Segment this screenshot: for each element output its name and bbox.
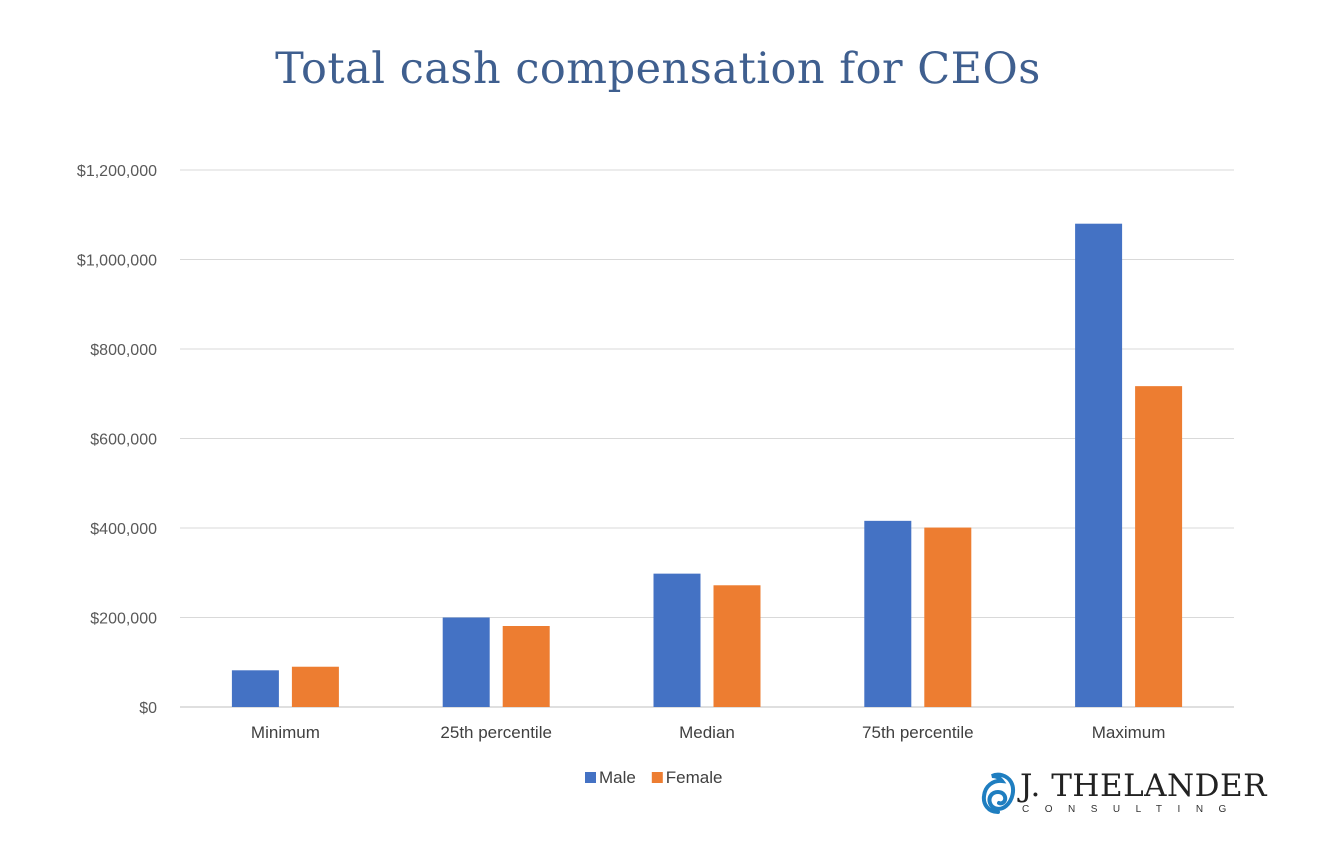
- bar-female-3: [713, 585, 761, 707]
- y-tick-label: $200,000: [90, 611, 157, 628]
- bar-male-5: [1075, 223, 1123, 707]
- legend-label-male: Male: [599, 768, 636, 787]
- spiral-logo-icon: [981, 772, 1016, 814]
- legend-label-female: Female: [666, 768, 723, 787]
- y-tick-label: $1,000,000: [77, 253, 157, 270]
- y-tick-label: $400,000: [90, 521, 157, 538]
- bar-female-5: [1135, 386, 1183, 707]
- chart-title: Total cash compensation for CEOs: [275, 44, 1041, 94]
- y-tick-label: $600,000: [90, 432, 157, 449]
- y-tick-label: $800,000: [90, 342, 157, 359]
- x-tick-label: 75th percentile: [862, 723, 974, 742]
- bar-female-2: [502, 626, 550, 707]
- x-axis-labels: Minimum 25th percentile Median 75th percent…: [251, 723, 1166, 742]
- x-tick-label: Median: [679, 723, 735, 742]
- y-tick-label: $0: [139, 700, 157, 717]
- gridlines: [180, 169, 1234, 708]
- company-logo: J. THELANDER CONSULTING: [980, 768, 1267, 824]
- y-axis-labels: $0 $200,000 $400,000 $600,000 $800,000 $1,000…: [77, 163, 157, 717]
- bar-male-2: [442, 617, 490, 707]
- legend: Male Female: [585, 768, 722, 787]
- x-tick-label: 25th percentile: [440, 723, 552, 742]
- legend-swatch-male: [585, 772, 596, 783]
- legend-swatch-female: [651, 772, 663, 783]
- bar-female-1: [291, 666, 339, 707]
- bar-male-4: [864, 520, 912, 707]
- y-tick-label: $1,200,000: [77, 163, 157, 180]
- bar-male-1: [231, 670, 279, 707]
- logo-subtitle: CONSULTING: [1022, 804, 1242, 815]
- bar-male-3: [653, 573, 701, 707]
- logo-name: J. THELANDER: [1020, 768, 1267, 804]
- x-tick-label: Minimum: [251, 723, 320, 742]
- bar-female-4: [924, 527, 972, 707]
- bars: [231, 223, 1183, 707]
- x-tick-label: Maximum: [1092, 723, 1166, 742]
